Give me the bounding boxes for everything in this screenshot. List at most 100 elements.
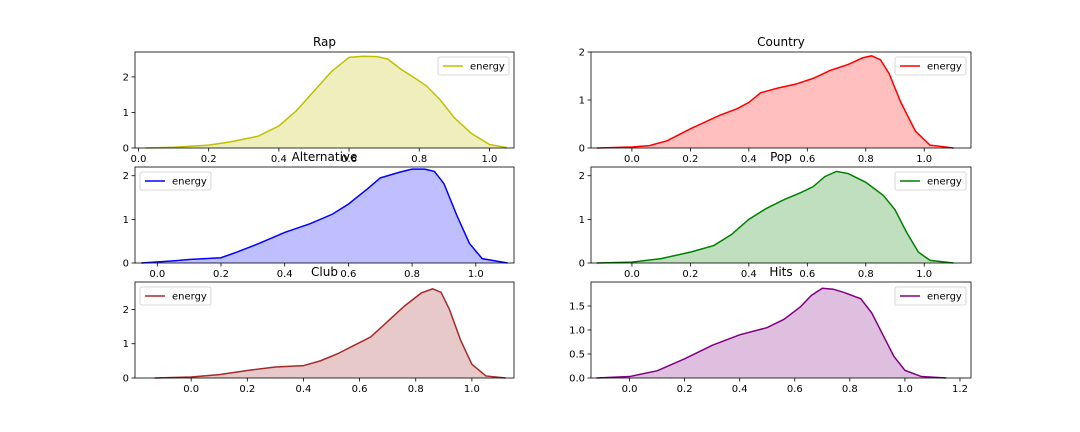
y-tick-label: 1 [123,339,129,350]
x-tick-label: 0.2 [682,154,698,165]
subplot-title: Pop [770,150,792,164]
x-tick-label: 0.6 [340,269,356,280]
y-tick-label: 1 [123,108,129,119]
legend: energy [437,56,510,76]
x-tick-label: 0.0 [624,269,640,280]
legend-box [894,56,967,76]
x-tick-label: 1.0 [464,384,480,395]
x-tick-label: 0.0 [183,384,199,395]
x-tick-label: 1.0 [481,154,497,165]
x-tick-label: 0.2 [201,154,217,165]
y-tick-label: 2 [123,171,129,182]
legend: energy [139,286,212,306]
density-line [154,288,506,379]
axes-frame [590,166,972,264]
y-tick-label: 0 [123,259,129,270]
density-fill [596,171,954,263]
legend-box [139,286,212,306]
x-tick-label: 0.6 [341,154,357,165]
x-tick-label: 0.2 [682,269,698,280]
y-tick-label: 1 [123,215,129,226]
subplot-pop: 0.0 0.2 0.4 0.6 0.8 1.0 0 1 2 Pop energy [579,150,972,280]
x-tick-label: 0.8 [408,384,424,395]
x-tick-label: 0.2 [239,384,255,395]
x-tick-label: 0.4 [271,154,287,165]
x-tick-label: 0.0 [624,154,640,165]
y-tick-label: 1 [579,96,585,107]
x-tick-label: 0.2 [677,384,693,395]
legend: energy [894,171,967,191]
x-tick-label: 0.8 [858,269,874,280]
x-tick-label: 0.6 [787,384,803,395]
subplot-rap: 0.0 0.2 0.4 0.6 0.8 1.0 0 1 2 Rap energy [123,35,515,165]
subplot-hits: 0.0 0.2 0.4 0.6 0.8 1.0 1.2 0.0 0.5 1.0 1.5 Hits ene… [569,265,972,395]
x-tick-label: 1.0 [916,269,932,280]
legend-label: energy [927,62,962,73]
subplot-club: 0.0 0.2 0.4 0.6 0.8 1.0 0 1 2 Club energy [123,265,515,395]
density-fill [141,169,508,263]
y-tick-label: 1.5 [569,302,585,313]
x-tick-label: 0.0 [131,154,147,165]
subplot-title: Alternative [292,150,358,164]
density-fill [145,56,507,148]
axes-frame [134,281,515,379]
x-tick-label: 0.8 [842,384,858,395]
legend-label: energy [927,177,962,188]
y-tick-label: 2 [123,72,129,83]
legend: energy [894,56,967,76]
density-line [596,170,954,264]
density-line [141,168,508,264]
subplot-title: Hits [769,265,792,279]
legend: energy [894,286,967,306]
x-tick-label: 0.6 [799,269,815,280]
subplot-title: Club [311,265,338,279]
density-line [596,55,954,149]
x-tick-label: 0.8 [404,269,420,280]
y-tick-label: 2 [579,48,585,59]
y-tick-label: 0 [123,144,129,155]
legend-box [139,171,212,191]
x-tick-label: 0.6 [799,154,815,165]
y-tick-label: 0 [579,144,585,155]
legend-box [437,56,510,76]
x-tick-label: 0.6 [352,384,368,395]
x-tick-label: 0.0 [622,384,638,395]
y-tick-label: 0.0 [569,374,585,385]
x-tick-label: 0.4 [277,269,293,280]
x-tick-label: 0.8 [411,154,427,165]
density-fill [596,55,954,149]
x-tick-label: 0.0 [149,269,165,280]
x-tick-label: 1.0 [916,154,932,165]
legend: energy [139,171,212,191]
y-tick-label: 2 [579,171,585,182]
y-tick-label: 0 [123,374,129,385]
subplot-alternative: 0.0 0.2 0.4 0.6 0.8 1.0 0 1 2 Alternative energy [123,150,515,280]
x-tick-label: 0.2 [213,269,229,280]
x-tick-label: 0.4 [741,269,757,280]
subplot-title: Country [757,35,805,49]
axes-frame [134,51,515,149]
legend-label: energy [927,292,962,303]
x-tick-label: 1.0 [897,384,913,395]
legend-label: energy [172,177,207,188]
y-tick-label: 0 [579,259,585,270]
x-tick-label: 0.4 [295,384,311,395]
density-line [596,287,947,379]
axes-frame [134,166,515,264]
y-tick-label: 1.0 [569,326,585,337]
legend-box [894,171,967,191]
y-tick-label: 1 [579,215,585,226]
density-fill [154,288,506,378]
subplot-country: 0.0 0.2 0.4 0.6 0.8 1.0 0 1 2 Country energy [579,35,972,165]
legend-label: energy [470,62,505,73]
density-fill [596,288,947,378]
x-tick-label: 0.8 [858,154,874,165]
y-tick-label: 2 [123,305,129,316]
x-tick-label: 1.0 [468,269,484,280]
y-tick-label: 0.5 [569,350,585,361]
x-tick-label: 0.4 [732,384,748,395]
legend-box [894,286,967,306]
density-line [145,55,508,149]
x-tick-label: 0.4 [741,154,757,165]
